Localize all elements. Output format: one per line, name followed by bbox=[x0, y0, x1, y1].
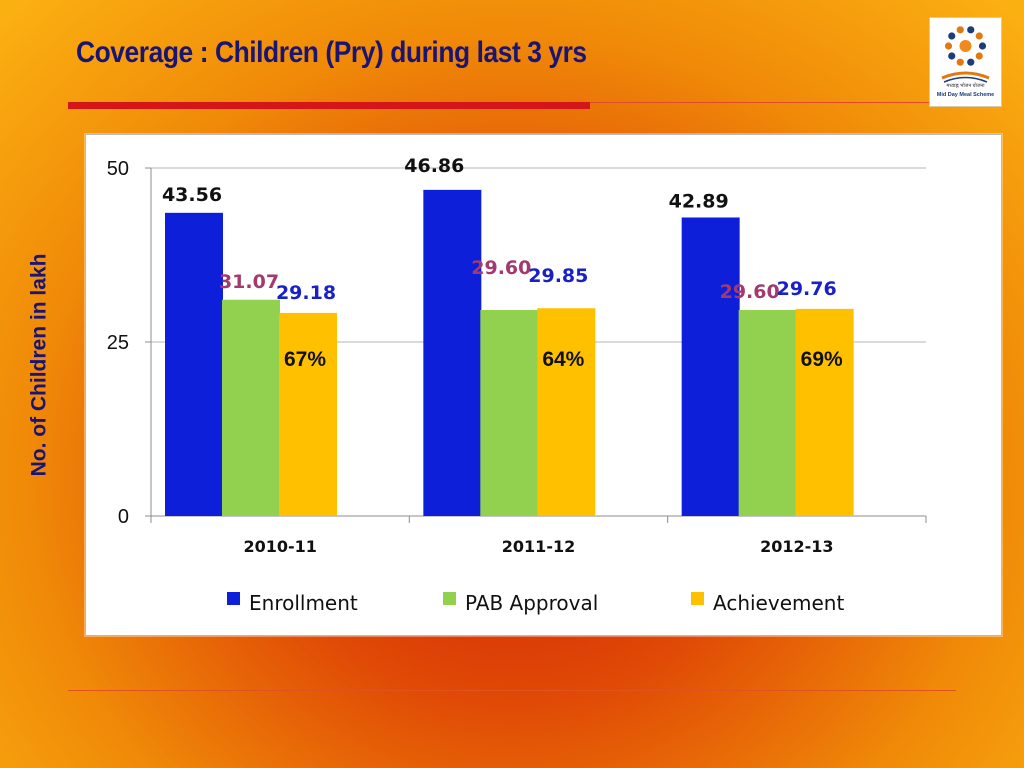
legend-swatch-pab-approval bbox=[443, 592, 456, 605]
legend-label: PAB Approval bbox=[465, 591, 598, 615]
data-label: 42.89 bbox=[669, 190, 729, 212]
mid-day-meal-logo: मध्याह्न भोजन योजना Mid Day Meal Scheme bbox=[929, 17, 1002, 107]
data-label: 29.60 bbox=[471, 257, 531, 279]
logo-text-english: Mid Day Meal Scheme bbox=[936, 92, 995, 98]
y-axis-title: No. of Children in lakh bbox=[27, 253, 50, 477]
data-label: 46.86 bbox=[404, 155, 464, 177]
legend-swatch-enrollment bbox=[227, 592, 240, 605]
bar-pab-approval-2012-13 bbox=[738, 309, 797, 516]
bar-pab-approval-2011-12 bbox=[480, 309, 539, 516]
data-label: 29.85 bbox=[528, 265, 588, 287]
legend-swatch-achievement bbox=[691, 592, 704, 605]
title-underline-thick bbox=[68, 102, 590, 109]
data-label: 29.18 bbox=[276, 282, 336, 304]
x-tick-label: 2012-13 bbox=[760, 537, 833, 556]
data-label: 43.56 bbox=[162, 184, 222, 206]
bar-enrollment-2011-12 bbox=[423, 189, 482, 516]
achievement-percent-label: 64% bbox=[542, 348, 584, 371]
bar-achievement-2011-12 bbox=[537, 308, 596, 516]
data-label: 29.76 bbox=[777, 278, 837, 300]
y-tick-label: 50 bbox=[107, 158, 129, 180]
title-underline-thin bbox=[590, 102, 930, 103]
logo-emblem-icon bbox=[941, 26, 990, 83]
logo-text-hindi: मध्याह्न भोजन योजना bbox=[946, 83, 985, 89]
chart-panel: 0 25 50 43.56 31.07 29.18 67% 2010-11 46.86 29.60… bbox=[85, 134, 1002, 636]
bar-achievement-2010-11 bbox=[279, 312, 337, 516]
bar-enrollment-2010-11 bbox=[165, 212, 223, 517]
legend-label: Enrollment bbox=[249, 591, 358, 615]
x-tick-label: 2011-12 bbox=[502, 537, 575, 556]
legend-label: Achievement bbox=[713, 591, 844, 615]
x-tick-label: 2010-11 bbox=[243, 537, 316, 556]
data-label: 31.07 bbox=[219, 271, 279, 293]
bottom-rule bbox=[68, 690, 956, 691]
bar-pab-approval-2010-11 bbox=[222, 299, 280, 516]
bar-achievement-2012-13 bbox=[795, 308, 854, 516]
y-axis-title-container: No. of Children in lakh bbox=[17, 230, 61, 500]
achievement-percent-label: 67% bbox=[284, 348, 326, 371]
achievement-percent-label: 69% bbox=[801, 348, 843, 371]
data-label: 29.60 bbox=[720, 281, 780, 303]
y-tick-label: 0 bbox=[118, 506, 129, 528]
bar-enrollment-2012-13 bbox=[681, 217, 740, 516]
y-tick-label: 25 bbox=[107, 332, 129, 354]
slide-title: Coverage : Children (Pry) during last 3 … bbox=[76, 36, 587, 69]
